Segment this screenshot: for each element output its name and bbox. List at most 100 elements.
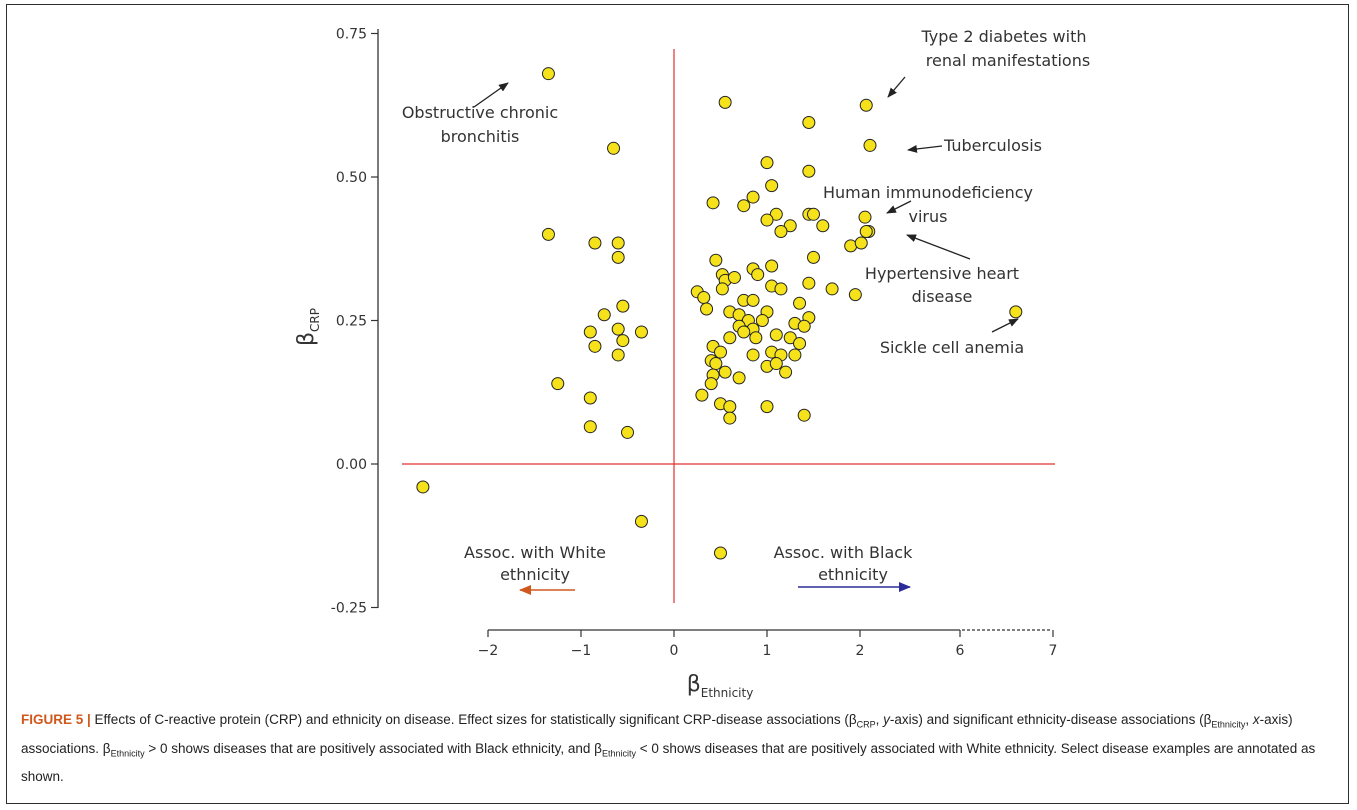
- hhd-pointer-arrow: [906, 234, 971, 260]
- data-point: [769, 357, 783, 371]
- data-point: [760, 213, 774, 227]
- x-tick-label: 7: [1049, 643, 1058, 659]
- data-point: [541, 67, 555, 81]
- data-point: [746, 190, 760, 204]
- figure-caption: FIGURE 5 | Effects of C-reactive protein…: [21, 708, 1339, 788]
- data-point: [588, 339, 602, 353]
- caption-sub-eth2: Ethnicity: [110, 748, 145, 759]
- data-point: [709, 253, 723, 267]
- data-point: [807, 250, 820, 264]
- data-point: [611, 250, 625, 264]
- data-point: [802, 276, 816, 290]
- t2d-pointer-arrow: [887, 76, 906, 98]
- data-point: [802, 164, 816, 178]
- data-point: [697, 291, 711, 305]
- black-ethnicity-line1: Assoc. with Black: [774, 543, 913, 562]
- y-axis-label: βCRP: [294, 308, 322, 346]
- copd-label-line2: bronchitis: [441, 127, 520, 146]
- data-point: [541, 227, 555, 241]
- data-point: [616, 299, 630, 313]
- x-tick-label: 6: [956, 643, 965, 659]
- data-point: [616, 334, 630, 348]
- data-point: [583, 420, 597, 434]
- hhd-label-line2: disease: [912, 287, 973, 306]
- y-axis-label-symbol: β: [294, 332, 319, 346]
- x-axis-label: βEthnicity: [687, 672, 754, 700]
- data-point: [588, 236, 602, 250]
- tb-pointer-arrow: [907, 144, 943, 153]
- x-tick-label: 1: [763, 643, 772, 659]
- figure-frame: 0.75 0.50 0.25 0.00 -0.25 −2 −1 0 1 2 6 7 βCRP βEt…: [6, 4, 1349, 804]
- data-point: [714, 345, 727, 359]
- copd-pointer-arrow: [473, 82, 509, 108]
- hiv-label-line1: Human immunodeficiency: [823, 183, 1033, 202]
- data-point: [797, 319, 811, 333]
- x-axis-label-sub: Ethnicity: [701, 686, 754, 700]
- data-point: [723, 331, 737, 345]
- y-tick-label: 0.50: [336, 170, 367, 186]
- y-tick-label: -0.25: [331, 601, 367, 617]
- data-point: [825, 282, 839, 296]
- data-point: [793, 296, 807, 310]
- data-point: [746, 348, 760, 362]
- data-point: [634, 325, 648, 339]
- data-point: [760, 156, 774, 170]
- hiv-label-line2: virus: [909, 207, 948, 226]
- data-point: [706, 196, 720, 210]
- caption-text-f: > 0 shows diseases that are positively a…: [144, 740, 602, 756]
- caption-x-axis: x: [1252, 712, 1260, 727]
- data-point: [607, 141, 621, 155]
- y-axis-label-sub: CRP: [308, 308, 322, 332]
- data-point: [737, 199, 751, 213]
- data-point: [807, 207, 820, 221]
- white-ethnicity-line1: Assoc. with White: [464, 543, 606, 562]
- data-point: [416, 480, 430, 494]
- x-tick-label: 2: [856, 643, 865, 659]
- data-point: [769, 207, 783, 221]
- data-point: [746, 293, 760, 307]
- data-point: [611, 236, 625, 250]
- data-point: [551, 377, 565, 391]
- highlighted-data-point: [858, 210, 872, 224]
- t2d-label-line1: Type 2 diabetes with: [921, 27, 1087, 46]
- data-point: [611, 348, 625, 362]
- x-axis-label-symbol: β: [687, 672, 701, 697]
- caption-sub-eth3: Ethnicity: [601, 748, 636, 759]
- caption-text-g: < 0 shows diseases that are positively a…: [21, 740, 1316, 785]
- data-point: [715, 282, 729, 296]
- caption-text-c: -axis) and significant ethnicity-disease…: [889, 712, 1212, 727]
- data-point: [732, 371, 746, 385]
- hhd-label-line1: Hypertensive heart: [865, 264, 1019, 283]
- y-tick-label: 0.75: [336, 27, 367, 43]
- data-point: [797, 408, 811, 422]
- tb-label: Tuberculosis: [943, 136, 1042, 155]
- black-ethnicity-label: Assoc. with Black ethnicity: [774, 543, 913, 584]
- data-point: [749, 331, 763, 345]
- x-tick-label: 0: [670, 643, 679, 659]
- data-point: [709, 357, 723, 371]
- data-point: [704, 377, 718, 391]
- data-point: [760, 400, 774, 414]
- data-point: [737, 325, 751, 339]
- data-point: [714, 546, 727, 560]
- data-point: [788, 348, 802, 362]
- data-point: [779, 365, 793, 379]
- copd-label: Obstructive chronic bronchitis: [402, 103, 558, 146]
- x-tick-label: −2: [478, 643, 499, 659]
- x-ticks: −2 −1 0 1 2 6 7: [478, 630, 1058, 659]
- black-ethnicity-line2: ethnicity: [818, 565, 888, 584]
- data-point: [611, 322, 625, 336]
- data-point: [816, 219, 830, 233]
- t2d-label: Type 2 diabetes with renal manifestations: [921, 27, 1091, 70]
- data-point: [755, 314, 769, 327]
- data-point: [634, 514, 648, 528]
- highlighted-data-point: [863, 138, 877, 152]
- white-ethnicity-label: Assoc. with White ethnicity: [464, 543, 606, 584]
- data-points: [416, 67, 1023, 560]
- sickle-label: Sickle cell anemia: [880, 338, 1024, 357]
- caption-text-a: Effects of C-reactive protein (CRP) and …: [90, 712, 857, 727]
- highlighted-data-point: [1009, 305, 1023, 319]
- data-point: [700, 302, 714, 316]
- highlighted-data-point: [859, 225, 873, 239]
- data-point: [583, 391, 597, 405]
